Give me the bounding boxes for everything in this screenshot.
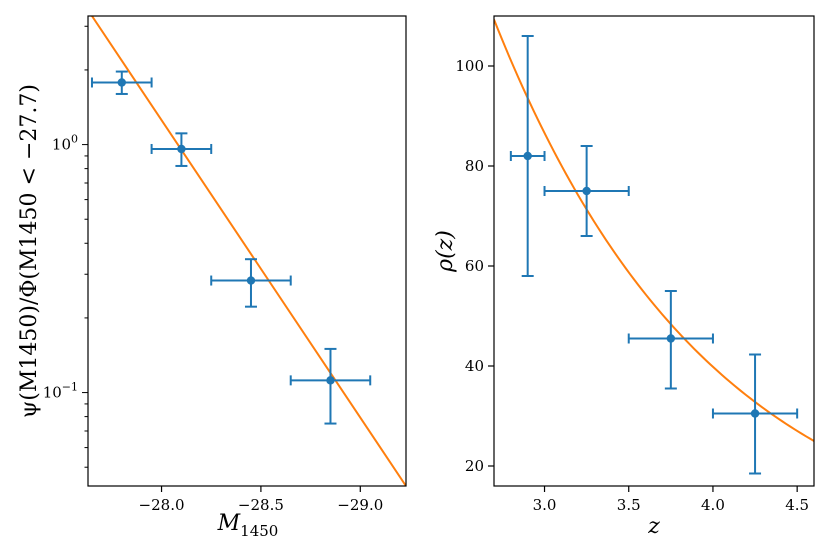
right-y-tick-label: 100 [455, 57, 484, 75]
right-data-point [543, 145, 630, 237]
left-x-axis-label: M1450 [217, 511, 279, 540]
right-point-marker [582, 186, 591, 196]
right-axes-frame [493, 15, 815, 487]
right-y-tick-label: 40 [465, 357, 484, 375]
left-y-tick-label: 10−1 [43, 381, 78, 402]
right-point-marker [523, 151, 532, 161]
right-data-point [711, 353, 799, 475]
left-y-tick-label: 100 [52, 133, 78, 154]
right-x-tick-label: 4.5 [785, 496, 809, 514]
right-y-axis-label: ρ(z) [433, 230, 458, 273]
left-point-marker [326, 376, 335, 385]
left-axes-frame [87, 15, 407, 487]
right-x-tick-label: 3.0 [533, 496, 557, 514]
left-point-marker [246, 276, 256, 285]
right-y-tick-label: 80 [465, 157, 484, 175]
right-x-tick-label: 4.0 [701, 496, 725, 514]
right-y-tick-label: 20 [465, 457, 484, 475]
right-fit-line [494, 19, 814, 442]
left-y-axis-label: ψ(M1450)/Φ(M1450 < −27.7) [17, 84, 42, 418]
left-point-marker [117, 78, 126, 87]
left-x-tick-label: −28.5 [238, 496, 284, 514]
left-x-tick-label: −28.0 [139, 496, 185, 514]
left-data-point [150, 132, 213, 167]
right-data-point [509, 35, 546, 277]
left-panel: −28.0 −28.5 −29.0 100 10−1 M1450 ψ(M1450)/Φ… [17, 15, 407, 540]
left-data-point [289, 347, 372, 425]
right-x-axis-label: z [647, 514, 660, 539]
left-x-tick-label: −29.0 [337, 496, 383, 514]
right-point-marker [666, 334, 676, 343]
left-data-point [210, 258, 292, 308]
left-data-point [90, 70, 153, 95]
right-x-tick-label: 3.5 [617, 496, 641, 514]
right-panel: 3.0 3.5 4.0 4.5 20 40 60 80 100 z ρ(z) [433, 15, 815, 539]
right-point-marker [750, 409, 760, 418]
right-y-tick-label: 60 [465, 257, 484, 275]
right-data-point [627, 290, 714, 390]
left-point-marker [177, 144, 186, 154]
left-fit-line [91, 16, 406, 486]
